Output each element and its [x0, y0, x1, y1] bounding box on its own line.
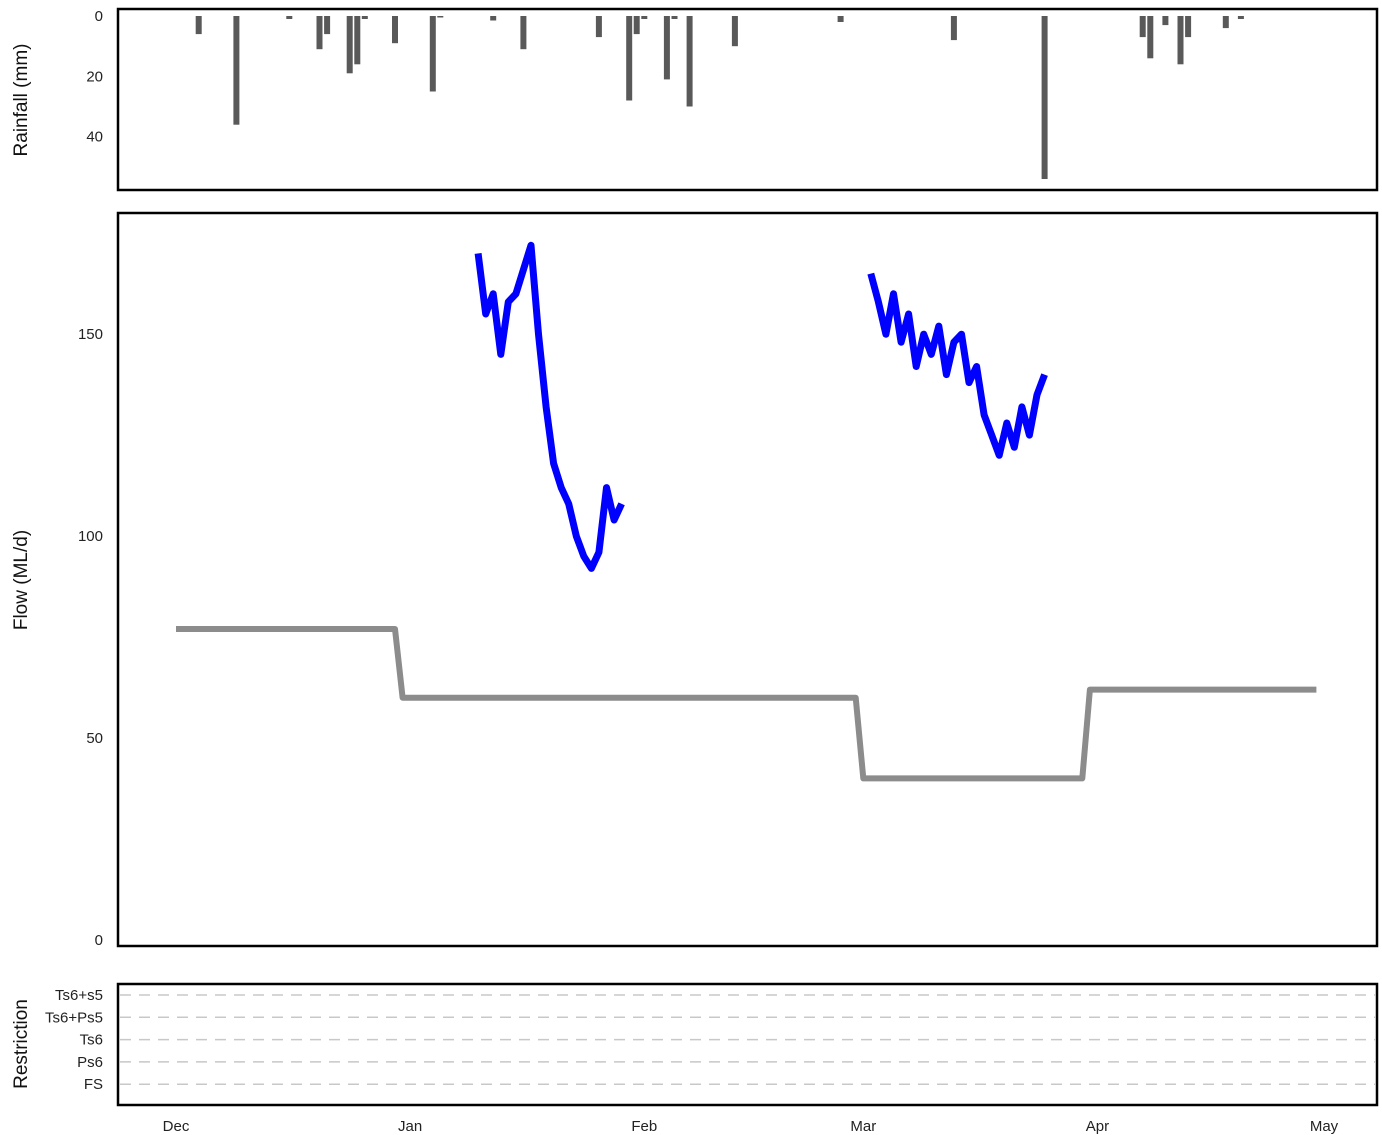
rainfall-bar [626, 16, 633, 101]
restriction-level-label: FS [84, 1076, 103, 1093]
rainfall-bar [233, 16, 240, 125]
rainfall-bar [437, 16, 444, 18]
restriction-level-label: Ps6 [77, 1054, 103, 1071]
rainfall-bar [346, 16, 353, 74]
x-tick-label: Dec [163, 1118, 190, 1135]
rainfall-bar [520, 16, 527, 50]
flow-series-line-0 [474, 241, 625, 572]
restriction-axis-title: Restriction [11, 999, 32, 1089]
flow-panel-frame [116, 211, 1379, 948]
rainfall-bar [392, 16, 398, 44]
rainfall-bars [195, 16, 1244, 179]
rainfall-bar [286, 16, 293, 19]
rainfall-bar [731, 16, 738, 47]
restriction-grid: Ts6+s5 Ts6+Ps5 Ts6 Ps6 FS [45, 987, 1375, 1093]
flow-series-line-1 [867, 272, 1048, 459]
rainfall-y-tick-label: 0 [95, 8, 103, 25]
rainfall-bar [686, 16, 693, 107]
rainfall-bar [595, 16, 602, 38]
rainfall-bar [316, 16, 323, 50]
rainfall-y-ticks: 0 20 40 [86, 8, 103, 146]
rainfall-bar [429, 16, 436, 92]
flow-threshold-line [176, 626, 1317, 782]
rainfall-bar [1185, 16, 1192, 38]
rainfall-bar [324, 16, 331, 35]
rainfall-bar [354, 16, 361, 65]
rainfall-bar [1237, 16, 1244, 19]
flow-y-tick-label: 0 [95, 932, 103, 949]
rainfall-panel: 0 20 40 Rainfall (mm) [11, 7, 1379, 192]
flow-panel: 0 50 100 150 Flow (ML/d) [11, 211, 1379, 949]
rainfall-axis-title: Rainfall (mm) [11, 44, 32, 157]
rainfall-bar [490, 16, 497, 21]
x-tick-label: May [1310, 1118, 1339, 1135]
rainfall-bar [641, 16, 648, 19]
flow-axis-title: Flow (ML/d) [11, 530, 32, 630]
rainfall-bar [1222, 16, 1229, 29]
rainfall-bar [663, 16, 670, 80]
restriction-level-label: Ts6+s5 [55, 987, 103, 1004]
rainfall-bar [195, 16, 202, 35]
restriction-panel: Ts6+s5 Ts6+Ps5 Ts6 Ps6 FS Restriction [11, 982, 1379, 1107]
rainfall-bar [361, 16, 368, 19]
restriction-level-label: Ts6 [80, 1032, 103, 1049]
flow-series-group [176, 241, 1317, 782]
rainfall-bar [950, 16, 957, 41]
rainfall-bar [837, 16, 844, 22]
rainfall-y-tick-label: 20 [86, 68, 103, 85]
flow-y-tick-label: 50 [86, 730, 103, 747]
flow-plot-area [176, 241, 1317, 782]
rainfall-bar [1177, 16, 1184, 65]
rainfall-bar [1147, 16, 1154, 59]
x-tick-label: Mar [850, 1118, 876, 1135]
rainfall-panel-frame [116, 7, 1379, 192]
restriction-panel-frame [116, 982, 1379, 1107]
flow-y-tick-label: 150 [78, 326, 103, 343]
rainfall-y-tick-label: 40 [86, 129, 103, 146]
x-tick-label: Feb [631, 1118, 657, 1135]
x-tick-label: Apr [1086, 1118, 1109, 1135]
rainfall-bar [1139, 16, 1146, 38]
rainfall-bar [1041, 16, 1048, 179]
restriction-level-label: Ts6+Ps5 [45, 1009, 103, 1026]
x-tick-label: Jan [398, 1118, 422, 1135]
rainfall-bar [633, 16, 640, 35]
rainfall-bar [671, 16, 678, 19]
rainfall-bar [1162, 16, 1169, 26]
flow-y-ticks: 0 50 100 150 [78, 326, 103, 949]
flow-y-tick-label: 100 [78, 528, 103, 545]
x-axis-ticks: Dec Jan Feb Mar Apr May [163, 1118, 1339, 1135]
